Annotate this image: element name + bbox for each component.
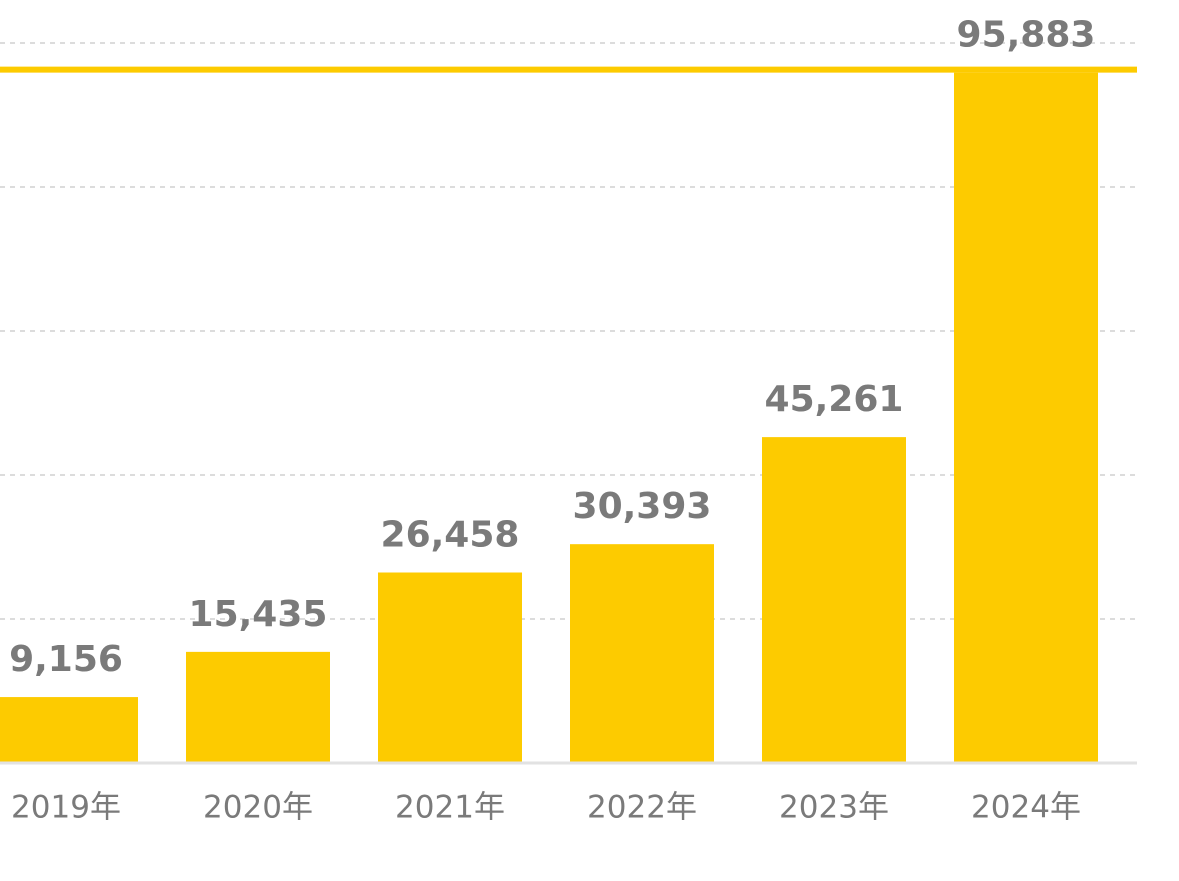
bar (570, 544, 714, 762)
bar (954, 72, 1098, 762)
x-tick-label: 2019年 (11, 790, 121, 826)
value-label: 95,883 (957, 15, 1096, 56)
x-tick-label: 2024年 (971, 790, 1081, 826)
bar (378, 572, 522, 762)
bar (186, 651, 330, 762)
x-tick-label: 2020年 (203, 790, 313, 826)
x-tick-label: 2022年 (587, 790, 697, 826)
value-label: 26,458 (381, 515, 520, 556)
bar (0, 697, 138, 762)
x-tick-label: 2023年 (779, 790, 889, 826)
x-tick-label: 2021年 (395, 790, 505, 826)
bar (762, 437, 906, 762)
value-label: 15,435 (189, 594, 328, 635)
value-label: 9,156 (9, 639, 123, 680)
value-label: 45,261 (765, 379, 904, 420)
value-label: 30,393 (573, 486, 712, 527)
